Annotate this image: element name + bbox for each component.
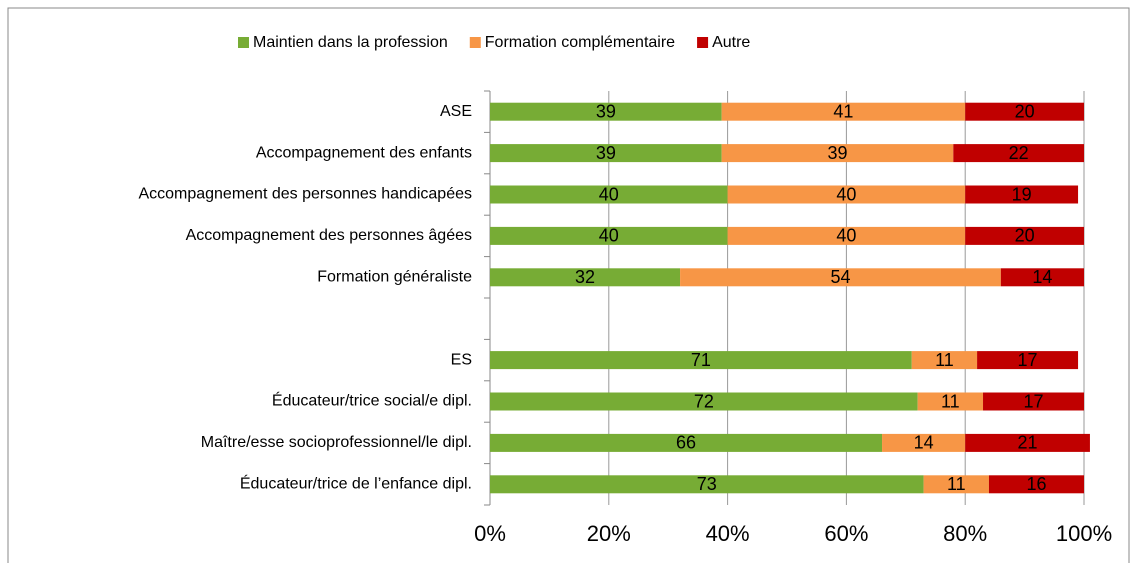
data-label: 11 [947, 474, 966, 494]
bar-segment [490, 351, 912, 370]
data-label: 19 [1012, 184, 1032, 204]
data-label: 22 [1009, 143, 1029, 163]
y-tick-label: ES [451, 351, 472, 368]
data-label: 40 [599, 226, 619, 246]
data-label: 39 [596, 101, 616, 121]
legend-swatch [238, 37, 249, 48]
data-label: 17 [1023, 391, 1043, 411]
data-label: 54 [830, 267, 850, 287]
legend-label: Autre [712, 34, 750, 51]
bar-segment [1000, 268, 1084, 287]
bar-segment [490, 102, 722, 121]
data-label: 17 [1018, 350, 1038, 370]
data-label: 40 [836, 226, 856, 246]
bar-segment [490, 475, 924, 494]
y-tick-label: Éducateur/trice social/e dipl. [272, 391, 472, 410]
bar-segment [923, 475, 989, 494]
bar-segment [953, 144, 1084, 163]
legend-swatch [697, 37, 709, 48]
bar-segment [490, 226, 728, 245]
y-tick-label: Accompagnement des personnes âgées [186, 227, 472, 244]
bar-segment [911, 351, 978, 370]
bar-segment [680, 268, 1001, 287]
y-tick-label: Accompagnement des enfants [256, 144, 472, 161]
data-label: 39 [827, 143, 847, 163]
bar-segment [965, 185, 1079, 204]
bar-segment [983, 392, 1084, 411]
frame [7, 7, 1130, 563]
data-label: 32 [575, 267, 595, 287]
x-tick-label: 40% [706, 521, 750, 546]
legend-swatch [469, 37, 481, 48]
bar-segment [490, 268, 681, 287]
bar-segment [965, 433, 1090, 452]
legend-label: Maintien dans la profession [253, 34, 448, 51]
data-label: 66 [676, 433, 696, 453]
legend-label: Formation complémentaire [485, 34, 675, 51]
data-label: 11 [941, 391, 960, 411]
data-label: 40 [836, 184, 856, 204]
y-tick-label: Accompagnement des personnes handicapées [138, 186, 472, 203]
data-label: 39 [596, 143, 616, 163]
x-tick-label: 0% [474, 521, 506, 546]
data-label: 21 [1018, 433, 1038, 453]
bar-segment [727, 226, 966, 245]
data-label: 14 [914, 433, 934, 453]
x-tick-label: 20% [587, 521, 631, 546]
y-tick-label: ASE [440, 103, 472, 120]
bar-segment [917, 392, 984, 411]
bar-segment [965, 102, 1084, 121]
bar-segment [988, 475, 1084, 494]
y-tick-label: Éducateur/trice de l’enfance dipl. [240, 474, 472, 493]
bar-segment [490, 392, 918, 411]
bar-segment [977, 351, 1079, 370]
data-label: 11 [935, 350, 954, 370]
x-tick-label: 80% [943, 521, 987, 546]
data-label: 71 [691, 350, 711, 370]
bar-segment [721, 102, 966, 121]
bar-segment [727, 185, 966, 204]
bar-segment [882, 433, 966, 452]
bar-segment [965, 226, 1084, 245]
x-tick-label: 60% [824, 521, 868, 546]
y-tick-label: Formation généraliste [317, 269, 472, 286]
data-label: 41 [833, 101, 853, 121]
bar-segment [490, 433, 883, 452]
y-tick-label: Maître/esse socioprofessionnel/le dipl. [201, 434, 472, 451]
data-label: 20 [1015, 226, 1035, 246]
data-label: 14 [1032, 267, 1052, 287]
data-label: 73 [697, 474, 717, 494]
x-tick-label: 100% [1056, 521, 1112, 546]
data-label: 40 [599, 184, 619, 204]
data-label: 20 [1015, 101, 1035, 121]
bar-segment [490, 185, 728, 204]
data-label: 16 [1026, 474, 1046, 494]
bar-segment [490, 144, 722, 163]
bar-segment [721, 144, 954, 163]
data-label: 72 [694, 391, 714, 411]
